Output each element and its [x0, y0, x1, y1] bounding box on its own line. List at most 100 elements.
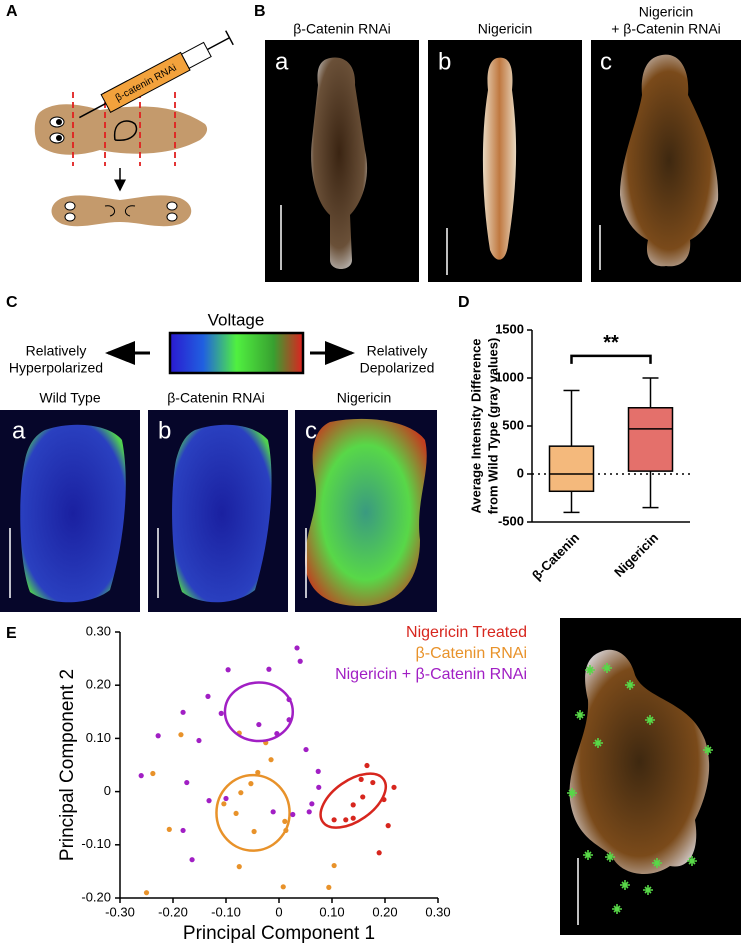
scatter-point: [205, 693, 211, 699]
scatter-point: [294, 645, 300, 651]
y-tick-label: 0: [104, 783, 111, 798]
confidence-ellipse: [215, 773, 291, 852]
scatter-point: [233, 810, 239, 817]
scatter-point: [150, 770, 156, 777]
legend-label: Nigericin + β-Catenin RNAi: [335, 666, 527, 683]
y-tick-label: 500: [502, 417, 524, 432]
panel-b-images: [265, 40, 741, 282]
scatter-point: [255, 769, 261, 776]
axis-end-label: Hyperpolarized: [9, 360, 103, 376]
scatter-point: [225, 667, 231, 673]
axis-end-label: Depolarized: [360, 360, 435, 376]
panel-f-image: [560, 618, 741, 935]
panel-label: E: [6, 625, 17, 642]
scatter-point: [184, 779, 190, 786]
y-tick-label: -0.10: [81, 836, 111, 851]
scatter-point: [290, 811, 296, 818]
scatter-point: [238, 790, 244, 796]
scatter-point: [280, 884, 286, 890]
scatter-point: [343, 817, 349, 823]
scatter-point: [251, 828, 257, 835]
scatter-point: [266, 666, 272, 672]
scatter-point: [236, 864, 242, 870]
scatter-point: [303, 746, 309, 753]
image-letter: a: [275, 48, 289, 75]
x-tick-label: Nigericin: [611, 530, 661, 580]
y-axis-title: Principal Component 2: [57, 669, 78, 861]
scatter-point: [180, 827, 186, 834]
axis-end-label: Relatively: [26, 343, 87, 359]
scatter-point: [180, 709, 186, 715]
column-title: Wild Type: [39, 390, 100, 406]
scatter-point: [270, 809, 276, 815]
scatter-point: [331, 817, 337, 823]
image-letter: a: [12, 417, 26, 444]
scatter-point: [309, 801, 315, 807]
x-tick-label: -0.10: [211, 904, 241, 919]
scatter-point: [155, 733, 161, 739]
scatter-point: [268, 757, 274, 763]
panel-label: C: [6, 294, 18, 311]
scatter-point: [297, 658, 303, 664]
scatter-point: [376, 850, 382, 856]
scatter-point: [206, 798, 212, 804]
box: [627, 407, 674, 472]
scatter-point: [385, 823, 391, 829]
column-title: + β-Catenin RNAi: [611, 21, 721, 37]
scatter-point: [189, 857, 195, 863]
scatter-point: [350, 815, 356, 821]
colorbar-title: Voltage: [208, 310, 265, 329]
x-tick-label: -0.30: [105, 904, 135, 919]
scatter-point: [315, 768, 321, 774]
x-tick-label: β-Catenin: [529, 530, 582, 583]
scatter-point: [221, 801, 227, 807]
scatter-point: [248, 781, 254, 787]
scatter-point: [360, 794, 366, 800]
column-title: β-Catenin RNAi: [293, 21, 391, 37]
confidence-ellipse: [223, 681, 295, 743]
box: [548, 445, 595, 493]
scatter-point: [223, 795, 229, 802]
y-axis-title: Average Intensity Difference: [468, 338, 483, 513]
image-letter: b: [158, 417, 171, 444]
scatter-point: [306, 809, 312, 815]
scatter-point: [316, 784, 322, 790]
scatter-point: [166, 826, 172, 832]
image-letter: c: [600, 48, 612, 75]
scatter-point: [391, 784, 397, 790]
column-title: Nigericin: [478, 21, 532, 37]
scatter-point: [326, 884, 332, 890]
y-tick-label: 0.30: [86, 623, 111, 638]
scatter-point: [256, 721, 262, 728]
panel-label: B: [254, 3, 266, 20]
y-axis-title: from Wild Type (gray values): [485, 338, 500, 515]
y-tick-label: 1500: [495, 321, 524, 336]
significance-label: **: [603, 332, 619, 354]
scatter-point: [143, 890, 150, 896]
column-title: β-Catenin RNAi: [167, 390, 265, 406]
confidence-ellipse: [319, 772, 387, 829]
y-tick-label: 0.10: [86, 730, 111, 745]
y-tick-label: 0: [517, 465, 524, 480]
scatter-point: [364, 762, 370, 769]
column-title: Nigericin: [639, 4, 693, 20]
image-letter: b: [438, 48, 451, 75]
image-letter: c: [305, 417, 317, 444]
y-tick-label: -0.20: [81, 889, 111, 904]
scatter-point: [331, 862, 337, 869]
scatter-point: [218, 710, 224, 716]
x-tick-label: 0.30: [425, 904, 450, 919]
y-tick-label: 0.20: [86, 677, 111, 692]
scatter-point: [370, 779, 376, 786]
scatter-point: [350, 802, 356, 808]
panel-c-images: [0, 410, 437, 612]
scatter-point: [196, 737, 202, 744]
axis-end-label: Relatively: [367, 343, 428, 359]
colorbar: [168, 331, 305, 375]
legend-label: β-Catenin RNAi: [416, 645, 527, 662]
x-tick-label: 0.20: [372, 904, 397, 919]
panel-label: D: [458, 294, 470, 311]
scatter-point: [178, 732, 184, 738]
x-tick-label: 0: [275, 904, 282, 919]
